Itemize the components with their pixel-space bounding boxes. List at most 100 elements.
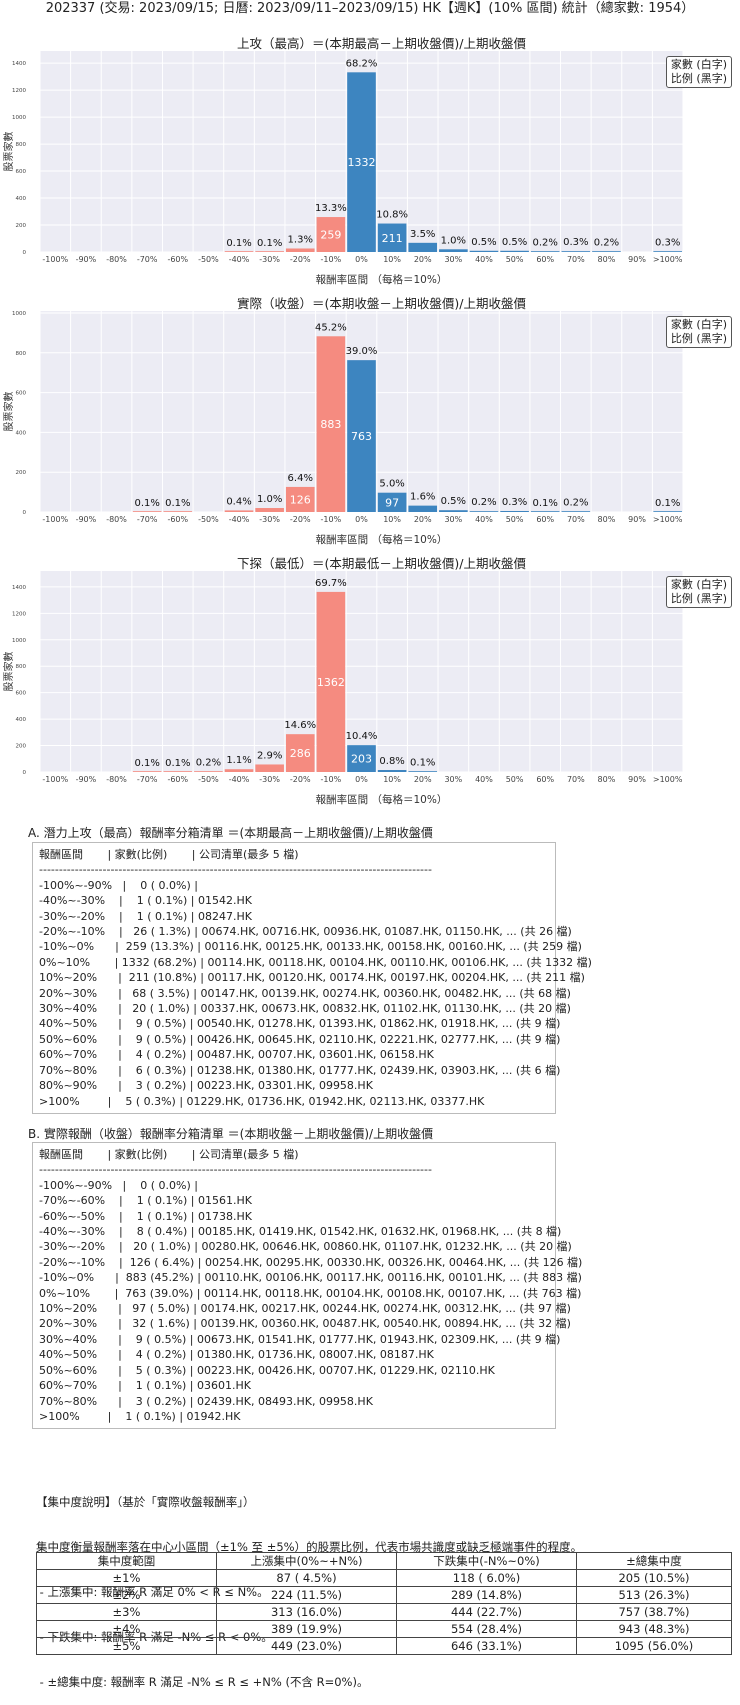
bar-percent-label: 3.5% — [410, 229, 435, 240]
table-cell: 449 (23.0%) — [216, 1637, 397, 1655]
list-item: 50%~60% | 5 ( 0.3%) | 00223.HK, 00426.HK… — [39, 1363, 495, 1377]
table-cell: 554 (28.4%) — [396, 1620, 577, 1638]
list-item: -20%~-10% | 26 ( 1.3%) | 00674.HK, 00716… — [39, 925, 572, 939]
bar-percent-label: 0.2% — [594, 238, 619, 249]
x-tick-label: 70% — [567, 515, 585, 524]
x-tick-label: -20% — [290, 775, 311, 784]
x-tick-label: -100% — [42, 515, 68, 524]
x-tick-label: -60% — [167, 775, 188, 784]
x-tick-label: >100% — [653, 255, 683, 264]
bar-percent-label: 1.0% — [441, 235, 466, 246]
bar-percent-label: 1.0% — [257, 494, 282, 505]
bar — [347, 360, 376, 512]
bar-percent-label: 1.3% — [288, 234, 313, 245]
list-item: -40%~-30% | 1 ( 0.1%) | 01542.HK — [39, 894, 252, 908]
list-item: 70%~80% | 6 ( 0.3%) | 01238.HK, 01380.HK… — [39, 1063, 561, 1077]
x-tick-label: -100% — [42, 255, 68, 264]
y-tick-label: 1200 — [12, 88, 26, 94]
x-tick-label: 30% — [444, 515, 462, 524]
bar-count-label: 203 — [351, 753, 372, 766]
x-tick-label: -40% — [229, 255, 250, 264]
y-tick-label: 200 — [16, 744, 27, 750]
bar-count-label: 286 — [290, 747, 311, 760]
bar — [285, 248, 315, 252]
list-item: -60%~-50% | 1 ( 0.1%) | 01738.HK — [39, 1209, 252, 1223]
x-tick-label: -20% — [290, 515, 311, 524]
section-b-title: B. 實際報酬（收盤）報酬率分箱清單 ＝(本期收盤－上期收盤價)/上期收盤價 — [28, 1127, 434, 1141]
bar — [163, 771, 193, 772]
bar-percent-label: 14.6% — [284, 720, 316, 731]
x-tick-label: 90% — [628, 775, 646, 784]
bar-percent-label: 0.1% — [134, 498, 159, 509]
x-tick-label: >100% — [653, 775, 683, 784]
list-item: 40%~50% | 9 ( 0.5%) | 00540.HK, 01278.HK… — [39, 1017, 561, 1031]
table-cell: 118 ( 6.0%) — [396, 1569, 577, 1587]
legend-count: 家數 (白字) — [670, 58, 727, 71]
bar — [377, 492, 407, 512]
list-item: 30%~40% | 20 ( 1.0%) | 00337.HK, 00673.H… — [39, 1002, 571, 1016]
table-cell: 646 (33.1%) — [396, 1637, 577, 1655]
bar-percent-label: 13.3% — [315, 203, 347, 214]
table-row: ±5% 449 (23.0%) 646 (33.1%) 1095 (56.0%) — [36, 1637, 732, 1655]
chart-low: 0 200 400 600 800 1000 1200 1400 下探（最低）＝(本期最低－上期… — [0, 556, 740, 821]
x-tick-label: 20% — [414, 515, 432, 524]
bar — [439, 249, 468, 252]
list-item: -10%~0% | 883 (45.2%) | 00110.HK, 00106.… — [39, 1271, 582, 1285]
table-header-row: 集中度範圍 上漲集中(0%~+N%) 下跌集中(-N%~0%) ±總集中度 — [36, 1552, 732, 1570]
list-header: 報酬區間 | 家數(比例) | 公司清單(最多 5 檔) — [39, 848, 299, 861]
y-tick-label: 800 — [16, 664, 27, 670]
desc-line: 集中度衡量報酬率落在中心小區間（±1% 至 ±5%）的股票比例，代表市場共識度或… — [36, 1540, 583, 1554]
list-item: 40%~50% | 4 ( 0.2%) | 01380.HK, 01736.HK… — [39, 1348, 434, 1362]
x-tick-label: 20% — [414, 775, 432, 784]
x-tick-label: -90% — [76, 515, 97, 524]
y-axis-label: 股票家數 — [2, 392, 15, 432]
desc-line: 【集中度說明】（基於「實際收盤報酬率」） — [36, 1495, 255, 1509]
bar-count-label: 126 — [290, 493, 311, 506]
bar — [500, 511, 529, 512]
bar — [316, 591, 346, 772]
bar — [255, 251, 284, 252]
x-tick-label: -100% — [42, 775, 68, 784]
y-tick-label: 400 — [16, 196, 27, 202]
y-tick-label: 1400 — [12, 585, 26, 591]
x-tick-label: -70% — [137, 515, 158, 524]
report-header: 202337 (交易: 2023/09/15; 日曆: 2023/09/11–2… — [45, 1, 695, 16]
bar-percent-label: 0.1% — [655, 498, 680, 509]
table-row: ±2% 224 (11.5%) 289 (14.8%) 513 (26.3%) — [36, 1586, 732, 1604]
table-cell: 205 (10.5%) — [576, 1569, 732, 1587]
y-tick-label: 800 — [16, 351, 27, 357]
list-item: 60%~70% | 1 ( 0.1%) | 03601.HK — [39, 1379, 251, 1393]
bar-percent-label: 0.8% — [379, 756, 404, 767]
bar — [469, 511, 499, 512]
bar-percent-label: 0.1% — [257, 238, 282, 249]
list-item: 0%~10% | 763 (39.0%) | 00114.HK, 00118.H… — [39, 1286, 582, 1300]
bar — [194, 771, 223, 772]
x-tick-label: -80% — [106, 775, 127, 784]
x-tick-label: 80% — [598, 255, 616, 264]
table-cell: ±1% — [36, 1569, 217, 1587]
x-tick-label: 60% — [536, 515, 554, 524]
chart-title: 上攻（最高）＝(本期最高－上期收盤價)/上期收盤價 — [237, 36, 526, 51]
list-item: -30%~-20% | 20 ( 1.0%) | 00280.HK, 00646… — [39, 1240, 572, 1254]
bar-percent-label: 0.3% — [563, 237, 588, 248]
bar-percent-label: 0.2% — [471, 497, 496, 508]
table-row: ±1% 87 ( 4.5%) 118 ( 6.0%) 205 (10.5%) — [36, 1569, 732, 1587]
list-item: 30%~40% | 9 ( 0.5%) | 00673.HK, 01541.HK… — [39, 1332, 561, 1346]
bar-count-label: 1362 — [317, 676, 345, 689]
x-axis-label: 報酬率區間 （每格＝10%） — [316, 793, 448, 806]
x-tick-label: 10% — [383, 255, 401, 264]
x-tick-label: 80% — [598, 515, 616, 524]
desc-line: - ±總集中度: 報酬率 R 滿足 -N% ≤ R ≤ +N% (不含 R=0%… — [36, 1675, 369, 1689]
table-row: ±4% 389 (19.9%) 554 (28.4%) 943 (48.3%) — [36, 1620, 732, 1638]
bar — [316, 217, 346, 252]
bar-percent-label: 0.5% — [471, 237, 496, 248]
list-item: 20%~30% | 32 ( 1.6%) | 00139.HK, 00360.H… — [39, 1317, 571, 1331]
x-tick-label: 90% — [628, 255, 646, 264]
list-item: 60%~70% | 4 ( 0.2%) | 00487.HK, 00707.HK… — [39, 1048, 434, 1062]
bar-percent-label: 2.9% — [257, 750, 282, 761]
bar-count-label: 1332 — [348, 156, 376, 169]
x-tick-label: -20% — [290, 255, 311, 264]
table-cell: ±3% — [36, 1603, 217, 1621]
y-axis-label: 股票家數 — [2, 132, 15, 172]
bar-percent-label: 0.2% — [533, 237, 558, 248]
